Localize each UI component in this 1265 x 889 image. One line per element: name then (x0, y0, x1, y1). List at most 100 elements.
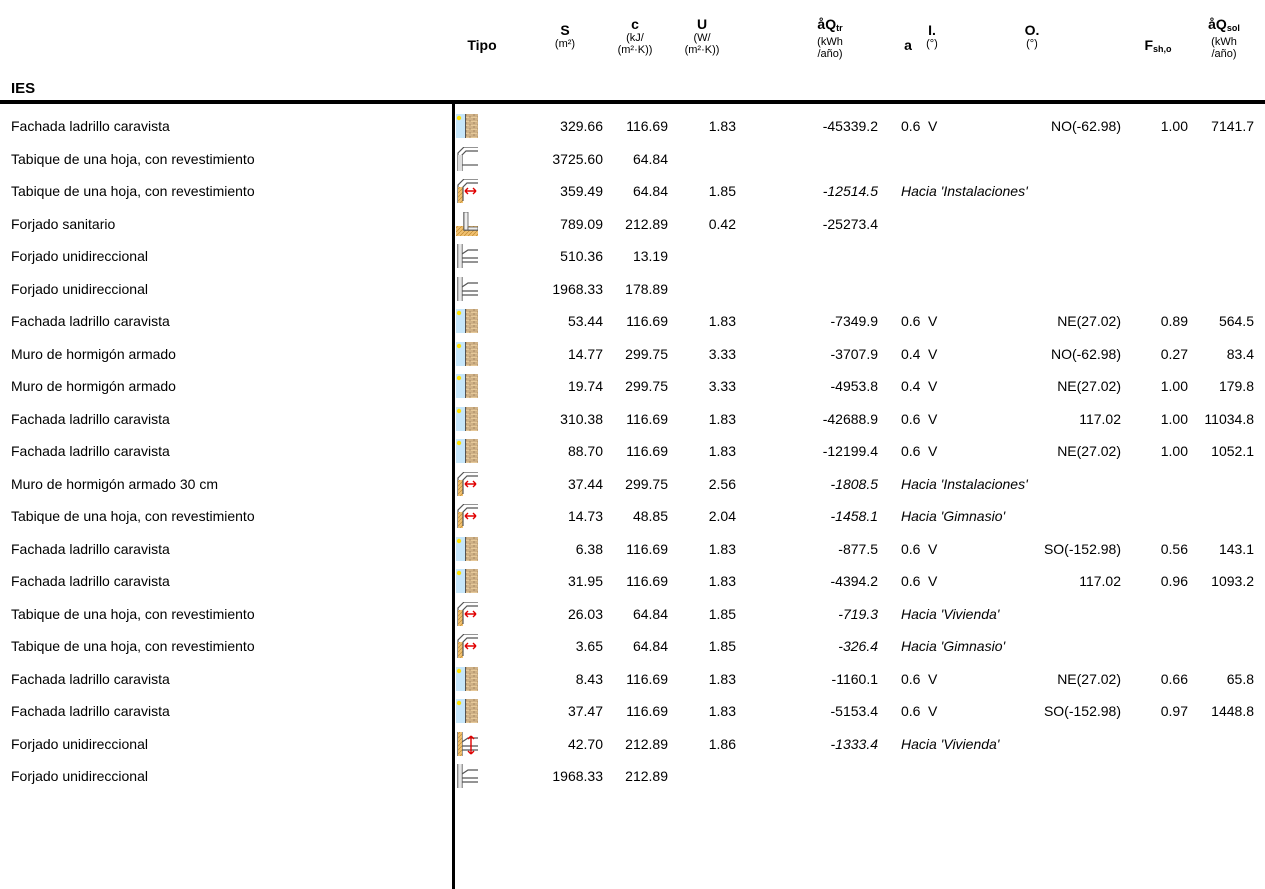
cell-s: 1968.33 (552, 768, 603, 784)
cell-c: 116.69 (626, 313, 668, 329)
cell-a: 0.6 (901, 703, 921, 719)
table-row: Forjado unidireccional 1968.33 178.89 (0, 273, 1265, 305)
cell-fsh: 0.96 (1160, 573, 1188, 589)
cell-name: Fachada ladrillo caravista (11, 443, 170, 459)
cell-fsh: 1.00 (1160, 118, 1188, 134)
cell-u: 1.83 (708, 573, 736, 589)
cell-name: Forjado unidireccional (11, 248, 148, 264)
header-a: a (904, 37, 912, 53)
cell-u: 1.83 (708, 703, 736, 719)
cell-s: 510.36 (560, 248, 603, 264)
cell-qsol: 179.8 (1218, 378, 1254, 394)
cell-qtr: -5153.4 (830, 703, 878, 719)
cell-name: Tabique de una hoja, con revestimiento (11, 508, 255, 524)
cell-o: 117.02 (1079, 410, 1121, 427)
cell-name: Muro de hormigón armado (11, 345, 176, 362)
header-u: U (W/ (m²·K)) (684, 16, 720, 56)
cell-fsh: 0.27 (1160, 345, 1188, 362)
table-row: Tabique de una hoja, con revestimiento 14… (0, 500, 1265, 532)
table-row: Fachada ladrillo caravista 88.70 116.69 1.8… (0, 435, 1265, 467)
cell-s: 42.70 (567, 735, 603, 752)
cell-qsol: 11034.8 (1204, 410, 1254, 427)
cell-name: Fachada ladrillo caravista (11, 573, 170, 589)
cell-s: 31.95 (567, 573, 603, 589)
cell-fsh: 0.66 (1160, 670, 1188, 687)
exterior-wall-icon (456, 666, 478, 691)
cell-u: 1.85 (708, 605, 736, 622)
table-row: Forjado unidireccional 1968.33 212.89 (0, 760, 1265, 792)
header-s: S (m²) (554, 22, 576, 50)
cell-u: 1.85 (708, 183, 736, 199)
cell-o: NE(27.02) (1057, 313, 1121, 329)
cell-u: 1.85 (708, 638, 736, 654)
table-row: Forjado unidireccional 510.36 13.19 (0, 240, 1265, 272)
section-title: IES (11, 80, 36, 97)
header-i: I. (°) (926, 22, 938, 50)
cell-s: 1968.33 (552, 280, 603, 297)
ground-floor-slab-icon (456, 211, 479, 236)
cell-u: 1.83 (708, 540, 736, 557)
cell-c: 212.89 (625, 215, 668, 232)
header-o: O. (°) (1024, 22, 1040, 50)
cell-s: 53.44 (567, 313, 603, 329)
cell-name: Tabique de una hoja, con revestimiento (11, 183, 255, 199)
cell-i: V (928, 118, 938, 134)
exterior-wall-icon (456, 439, 478, 463)
cell-s: 359.49 (560, 183, 603, 199)
table-row: Tabique de una hoja, con revestimiento 26… (0, 598, 1265, 630)
cell-qsol: 83.4 (1226, 345, 1254, 362)
header-fsh: Fsh,o (1144, 37, 1172, 54)
cell-fsh: 0.97 (1160, 703, 1188, 719)
cell-o: NE(27.02) (1057, 670, 1121, 687)
cell-qtr: -7349.9 (830, 313, 878, 329)
cell-o: NO(-62.98) (1050, 345, 1121, 362)
cell-c: 299.75 (625, 345, 668, 362)
cell-i: V (928, 443, 938, 459)
cell-i: V (928, 313, 938, 329)
cell-s: 26.03 (567, 605, 603, 622)
cell-qtr: -1333.4 (830, 735, 878, 752)
exterior-wall-icon (456, 536, 478, 561)
cell-s: 329.66 (560, 118, 603, 134)
section-divider (0, 100, 1265, 104)
cell-name: Forjado unidireccional (11, 768, 148, 784)
cell-s: 14.77 (567, 345, 603, 362)
cell-qsol: 1052.1 (1211, 443, 1254, 459)
cell-note: Hacia 'Vivienda' (901, 735, 1000, 752)
cell-c: 116.69 (626, 410, 668, 427)
cell-s: 19.74 (567, 378, 603, 394)
cell-name: Fachada ladrillo caravista (11, 703, 170, 719)
cell-qsol: 1093.2 (1211, 573, 1254, 589)
cell-a: 0.4 (901, 345, 921, 362)
cell-i: V (928, 378, 938, 394)
cell-a: 0.6 (901, 118, 921, 134)
cell-c: 116.69 (626, 118, 668, 134)
exterior-wall-icon (456, 341, 478, 366)
adjacent-space-wall-icon (456, 503, 478, 528)
table-row: Fachada ladrillo caravista 53.44 116.69 1.8… (0, 305, 1265, 337)
cell-note: Hacia 'Gimnasio' (901, 508, 1006, 524)
cell-qtr: -4394.2 (830, 573, 878, 589)
cell-c: 299.75 (625, 378, 668, 394)
cell-o: 117.02 (1079, 573, 1121, 589)
cell-name: Forjado unidireccional (11, 735, 148, 752)
cell-u: 1.83 (708, 443, 736, 459)
cell-a: 0.6 (901, 313, 921, 329)
cell-u: 3.33 (708, 378, 736, 394)
cell-note: Hacia 'Instalaciones' (901, 475, 1028, 492)
cell-a: 0.6 (901, 573, 921, 589)
cell-note: Hacia 'Instalaciones' (901, 183, 1028, 199)
cell-o: NE(27.02) (1057, 443, 1121, 459)
cell-s: 37.44 (567, 475, 603, 492)
cell-name: Fachada ladrillo caravista (11, 118, 170, 134)
cell-s: 14.73 (567, 508, 603, 524)
cell-s: 3725.60 (552, 150, 603, 167)
cell-qtr: -42688.9 (822, 410, 878, 427)
table-row: Muro de hormigón armado 19.74 299.75 3.33 -4… (0, 370, 1265, 402)
floor-slab-icon (456, 764, 478, 788)
cell-u: 1.83 (708, 410, 736, 427)
cell-s: 8.43 (575, 670, 603, 687)
cell-c: 64.84 (632, 150, 668, 167)
header-qtr: åQtr (kWh /año) (817, 16, 843, 60)
cell-o: NE(27.02) (1057, 378, 1121, 394)
